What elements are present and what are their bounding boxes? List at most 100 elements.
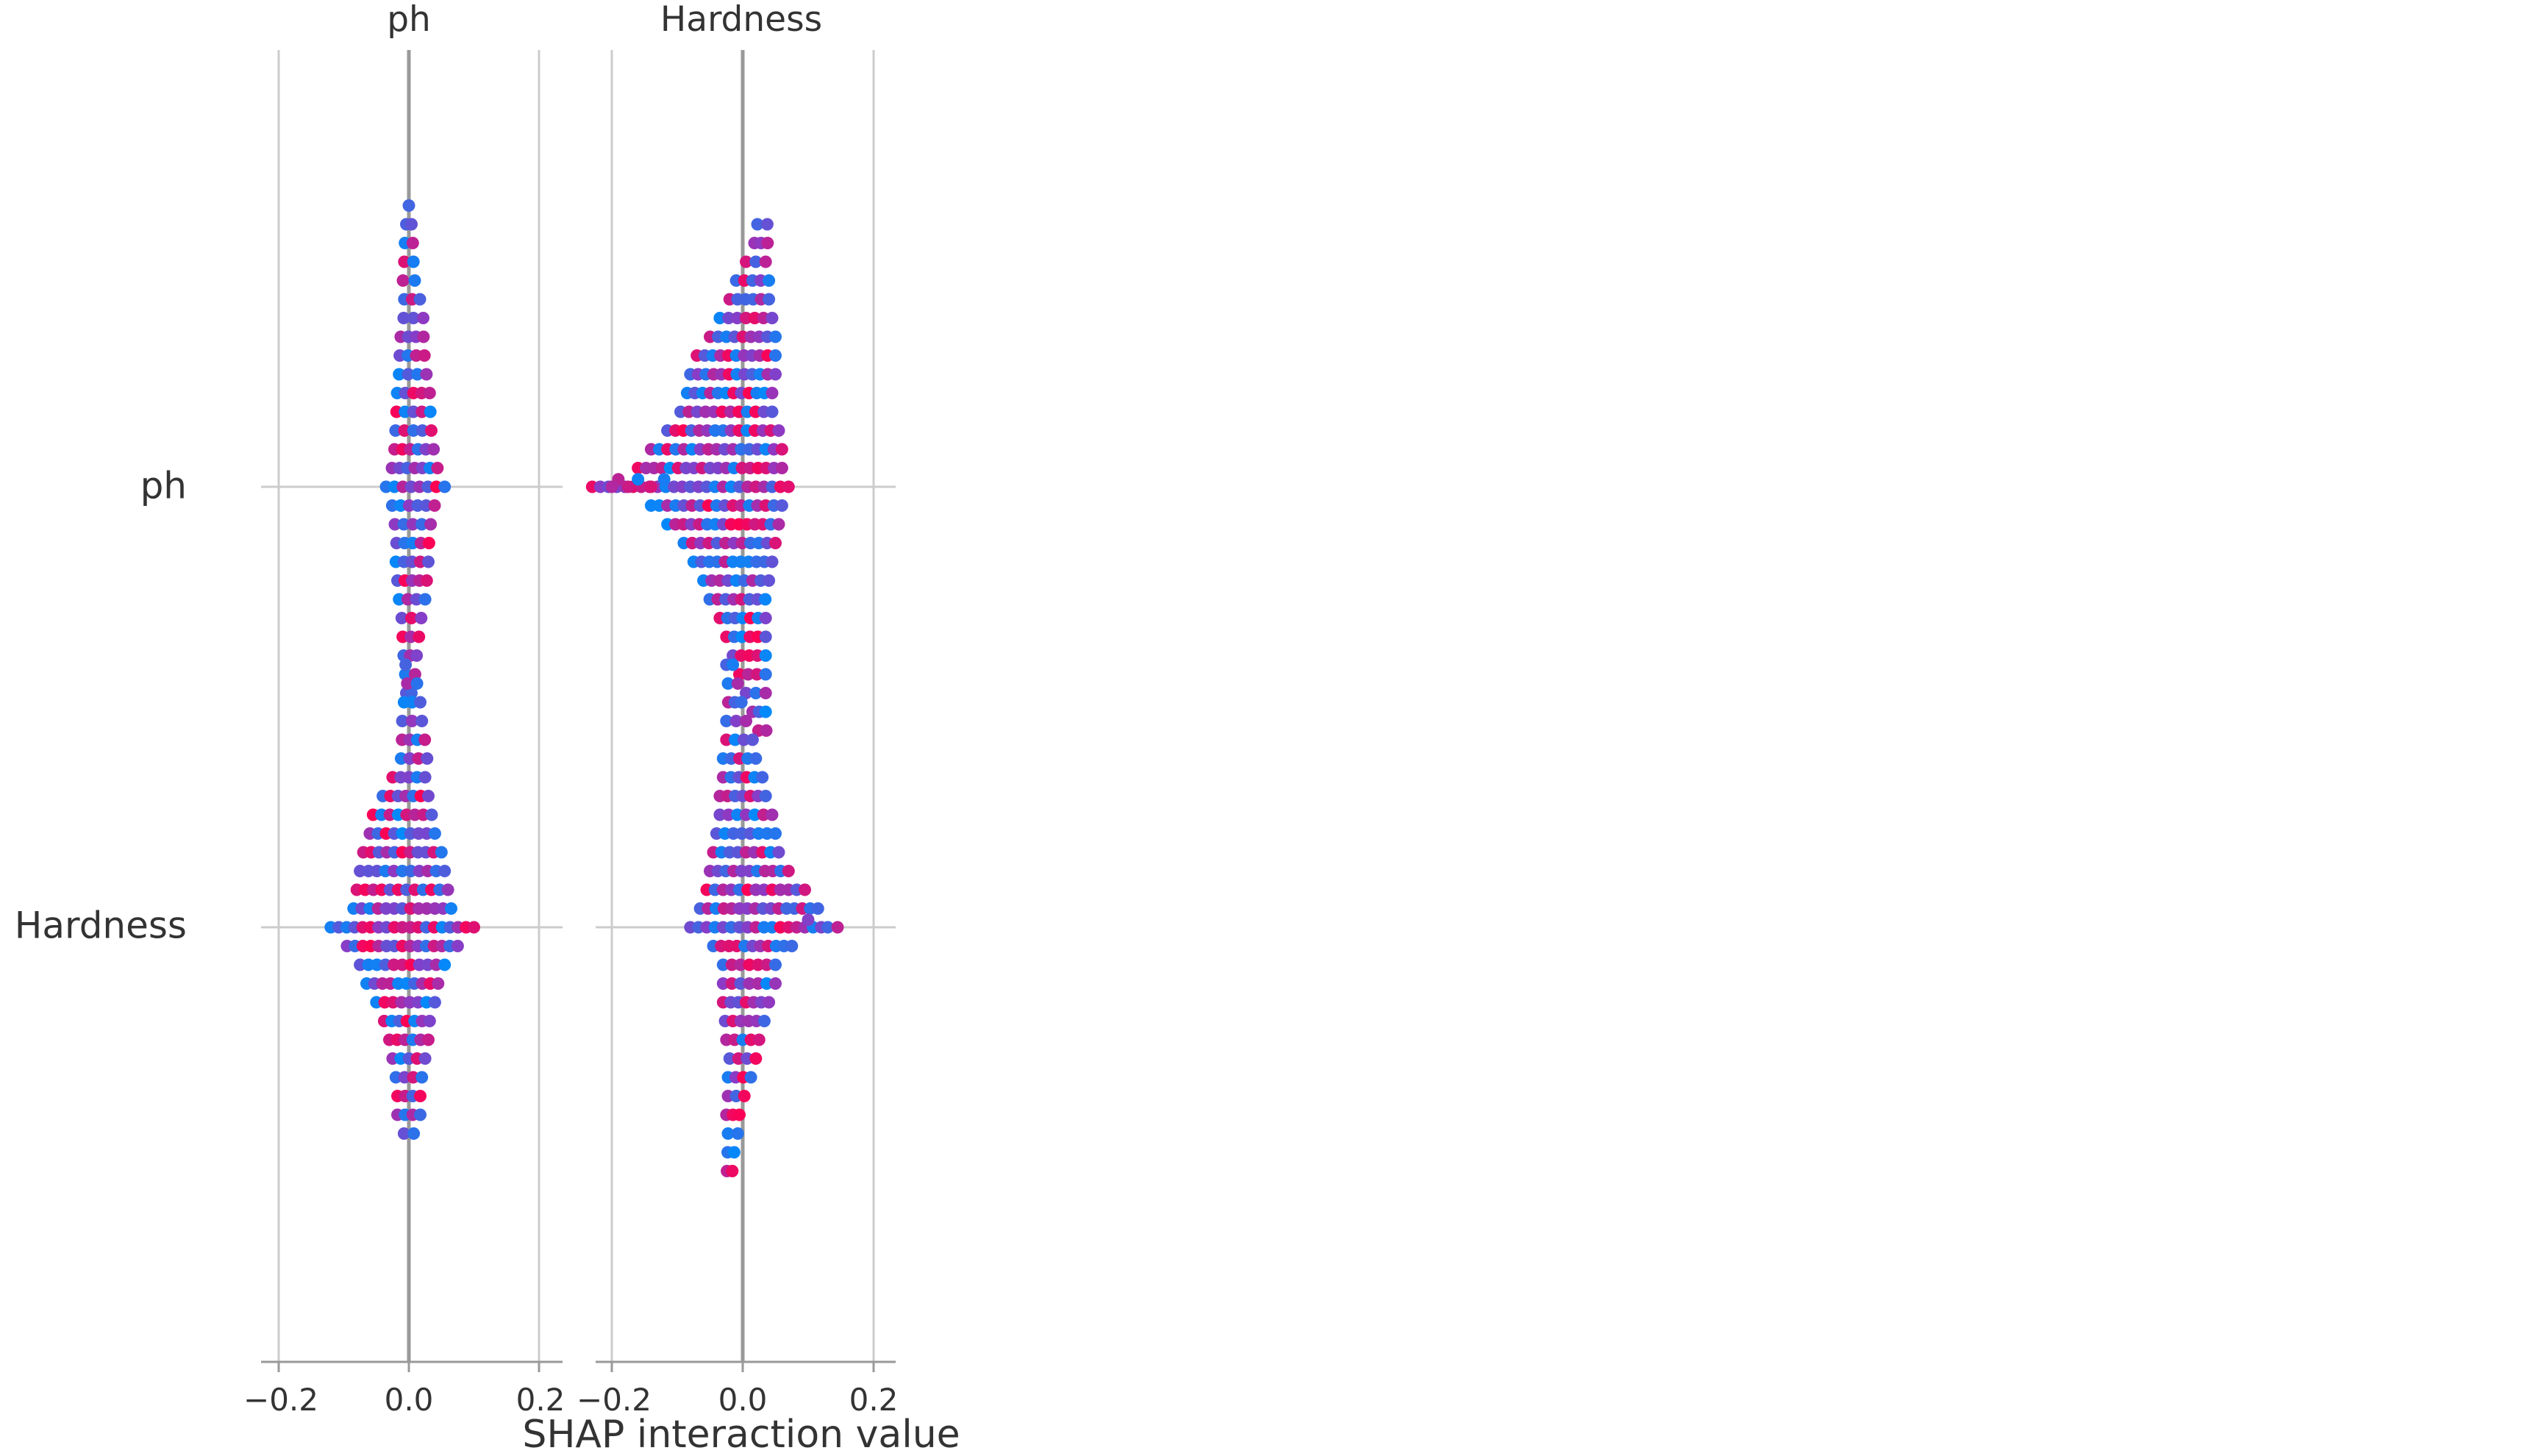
x-tick-label-left-neg: −0.2 [243,1382,318,1418]
shap-dot-outlier [621,480,635,493]
shap-dot [423,1015,436,1027]
shap-dot [763,996,776,1009]
shap-dot [759,649,772,662]
shap-dot [769,827,782,840]
shap-dot [738,733,750,746]
shap-dot [782,865,795,877]
shap-dot [435,846,448,859]
row-label-hardness: Hardness [15,904,187,947]
shap-dot [393,368,406,381]
shap-dot [763,574,776,587]
shap-dot [732,1052,745,1065]
shap-dot [445,902,457,915]
shap-dot [402,368,415,381]
shap-dot-outlier [802,913,815,927]
shap-dot [759,593,772,606]
shap-dot [727,658,740,671]
shap-dot [397,312,410,324]
shap-dot [769,977,782,990]
shap-dot [413,293,427,306]
shap-dot [716,958,729,971]
shap-dot [761,237,774,249]
shap-dot [743,958,756,971]
shap-dot [759,612,772,624]
shap-dot [733,1108,746,1121]
x-tick-label-left-pos: 0.2 [516,1382,565,1418]
shap-dot [414,1108,427,1121]
shap-dot [394,752,407,765]
shap-dot-outlier [657,473,671,486]
shap-dot [468,921,480,934]
shap-dot [769,537,782,549]
shap-dot [405,687,418,699]
x-tick-label-left-zero: 0.0 [385,1382,434,1418]
shap-dot [438,958,452,971]
shap-dot [769,349,782,362]
shap-dot [759,790,772,802]
panel-hardness-ph [324,658,480,1140]
shap-dot [410,593,423,606]
shap-dot [740,255,752,268]
shap-dot [766,555,779,568]
shap-dot [733,668,746,681]
shap-dot [415,424,429,437]
shap-dot [420,368,433,381]
shap-dot [407,1127,421,1140]
shap-dot [414,1090,427,1102]
shap-dot [722,312,735,324]
shap-dot [735,696,748,709]
shap-dot [752,977,765,990]
shap-dot [760,977,774,990]
shap-dot [428,499,441,512]
shap-dot [431,462,444,474]
panel-ph-hardness [585,218,795,737]
shap-dot [766,312,779,324]
shap-dot [418,349,431,362]
shap-dot [407,255,420,268]
shap-dot [727,1146,741,1159]
shap-dot [766,808,779,821]
shap-dot [729,733,742,746]
shap-dot [422,555,435,568]
x-axis-label: SHAP interaction value [522,1413,960,1456]
shap-dot [405,218,418,231]
shap-dot [438,865,452,877]
shap-dot [406,518,419,531]
shap-dot [417,312,429,324]
shap-dot [418,593,432,606]
shap-dot [420,574,433,587]
shap-dot [725,958,738,971]
shap-dot [407,424,420,437]
shap-dot [756,771,769,784]
shap-dot [407,312,420,324]
shap-dot [410,649,424,662]
shap-dot-outlier [632,473,645,486]
shap-dot [749,255,763,268]
shap-dot [725,977,738,990]
shap-dot [398,424,411,437]
shap-dot [716,977,729,990]
shap-dot [438,480,452,493]
x-tick-label-right-neg: −0.2 [577,1382,652,1418]
shap-dot [412,752,425,765]
shap-dot [731,808,744,821]
shap-dot [729,715,743,727]
shap-dot [726,1165,739,1177]
shap-dot [713,808,727,821]
shap-dot [760,958,774,971]
shap-dot [763,274,776,287]
shap-dot [749,752,763,765]
shap-dot [396,715,409,727]
shap-dot [799,883,811,896]
shap-dot [746,733,759,746]
panel-ph-ph [379,199,452,699]
shap-dot [418,1052,432,1065]
shap-dot [421,752,434,765]
x-tick-label-right-pos: 0.2 [849,1382,899,1418]
shap-dot [425,808,438,821]
shap-dot [413,630,426,643]
shap-dot [785,940,799,952]
shap-dot [427,443,440,456]
shap-dot [740,715,752,727]
